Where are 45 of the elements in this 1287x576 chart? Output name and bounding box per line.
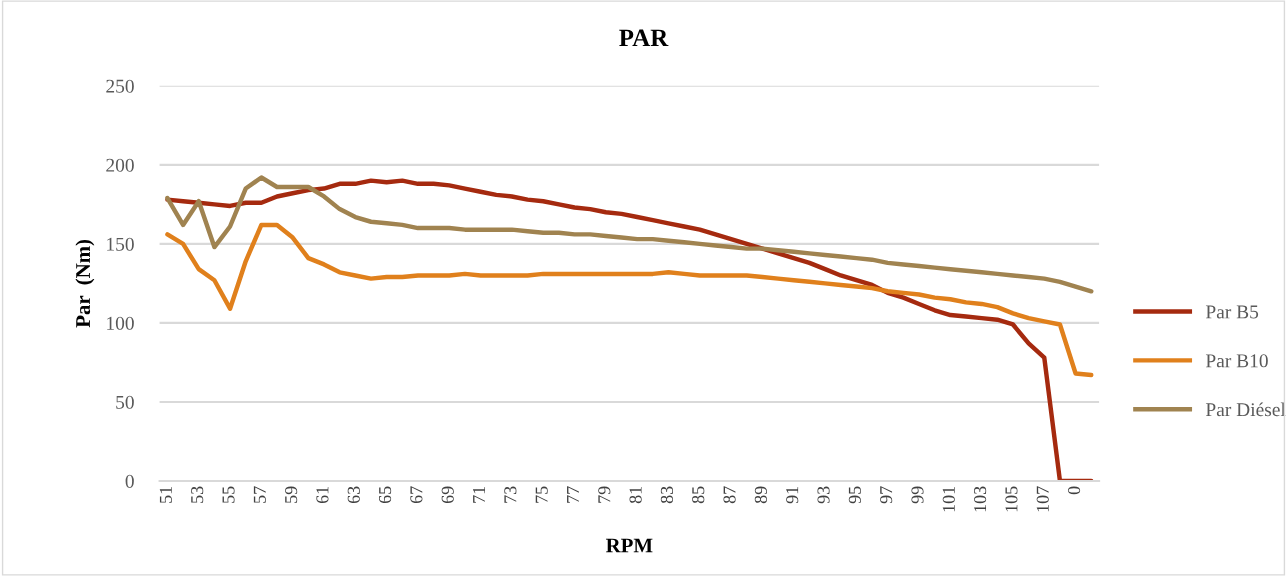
legend-label: Par Diésel [1205,402,1286,417]
legend-label: Par B10 [1205,354,1268,368]
x-tick-label: 87 [723,486,736,504]
x-tick-label: 53 [191,486,204,503]
x-tick-label: 0 [1067,486,1081,495]
x-tick-label: 99 [911,486,924,504]
x-tick-label: 93 [817,486,830,504]
y-tick-label: 150 [107,237,134,251]
x-tick-label: 71 [473,486,485,503]
chart-title: PAR [619,29,669,47]
x-tick-label: 95 [848,486,861,504]
x-tick-label: 79 [598,486,611,503]
x-tick-label: 83 [660,486,674,504]
y-tick-label: 100 [107,316,134,330]
y-tick-label: 200 [106,158,134,172]
x-tick-label: 101 [942,486,955,512]
x-tick-label: 61 [316,486,329,504]
x-tick-label: 55 [222,486,235,503]
x-tick-label: 51 [159,486,172,503]
x-tick-label: 57 [253,486,266,503]
x-axis-title: RPM [605,538,653,553]
x-tick-label: 67 [410,486,423,504]
x-tick-label: 85 [692,486,705,504]
x-tick-label: 107 [1036,486,1049,512]
y-axis-title: Par (Nm) [75,239,95,328]
x-tick-label: 105 [1005,486,1018,512]
y-tick-label: 250 [106,79,134,93]
x-tick-label: 59 [285,486,298,503]
x-tick-label: 69 [441,486,454,504]
line-series [165,175,1094,294]
x-tick-label: 75 [535,486,548,503]
x-tick-label: 77 [567,486,579,503]
x-tick-label: 81 [629,486,642,504]
y-tick-label: 0 [125,474,134,488]
x-tick-label: 103 [973,486,987,512]
x-tick-label: 73 [504,486,517,503]
x-tick-label: 65 [379,486,392,504]
legend-label: Par B5 [1205,305,1259,319]
line-series [165,178,1094,481]
x-tick-label: 97 [880,486,893,504]
line-series [165,222,1094,378]
y-tick-label: 50 [116,395,134,409]
x-tick-label: 89 [754,486,767,504]
x-tick-label: 63 [347,486,360,504]
x-tick-label: 91 [786,486,799,504]
